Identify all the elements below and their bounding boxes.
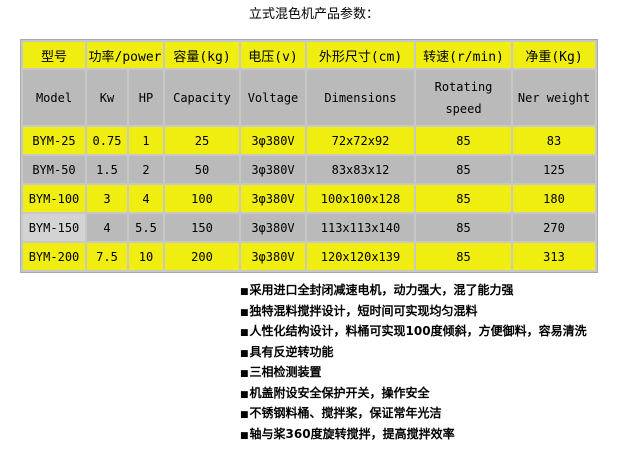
bullet-icon: ■ (240, 430, 249, 441)
header-row-en: Model Kw HP Capacity Voltage Dimensions … (23, 70, 595, 125)
feature-item: ■轴与桨360度旋转搅拌，提高搅拌效率 (240, 424, 587, 445)
bullet-icon: ■ (240, 369, 249, 379)
header-cell: Kw (87, 70, 127, 125)
table-cell: 85 (416, 214, 511, 241)
header-cell: HP (129, 70, 163, 125)
table-cell: 113x113x140 (307, 214, 414, 241)
table-cell: 4 (87, 214, 127, 241)
bullet-icon: ■ (240, 328, 249, 338)
table-cell: 85 (416, 156, 511, 183)
table-cell: 7.5 (87, 243, 127, 270)
feature-text: 三相检测装置 (249, 365, 322, 379)
feature-text: 机盖附设安全保护开关，操作安全 (249, 385, 430, 400)
table-row: BYM-200 7.5 10 200 3φ380V 120x120x139 85 313 (23, 243, 595, 270)
spec-table: 型号 功率/power 容量(kg) 电压(v) 外形尺寸(cm) 转速(r/m… (20, 39, 598, 273)
table-cell: 85 (416, 243, 511, 270)
table-cell: 180 (513, 185, 595, 212)
header-cell: 转速(r/min) (416, 42, 511, 68)
bullet-icon: ■ (240, 287, 249, 297)
bullet-icon: ■ (240, 307, 249, 318)
header-cell: 电压(v) (241, 42, 305, 68)
table-cell: 3φ380V (241, 127, 305, 154)
table-cell: BYM-50 (23, 156, 85, 183)
feature-list: ■采用进口全封闭减速电机，动力强大，混了能力强 ■独特混料搅拌设计，短时间可实现均… (240, 280, 587, 444)
header-cell: 外形尺寸(cm) (307, 42, 414, 68)
feature-text: 采用进口全封闭减速电机，动力强大，混了能力强 (249, 283, 514, 297)
feature-item: ■人性化结构设计，料桶可实现100度倾斜，方便御料，容易清洗 (240, 321, 587, 342)
header-cell: Ner weight (513, 70, 595, 125)
table-cell: 5.5 (129, 214, 163, 241)
table-row: BYM-50 1.5 2 50 3φ380V 83x83x12 85 125 (23, 156, 595, 183)
table-cell: 3φ380V (241, 156, 305, 183)
feature-item: ■不锈钢料桶、搅拌桨，保证常年光洁 (240, 403, 587, 424)
table-cell: 50 (165, 156, 239, 183)
table-cell: 125 (513, 156, 595, 183)
page-title: 立式混色机产品参数： (248, 7, 379, 22)
table-cell: 0.75 (87, 127, 127, 154)
table-cell: 25 (165, 127, 239, 154)
header-cell: Voltage (241, 70, 305, 125)
header-cell: Model (23, 70, 85, 125)
table-cell: 85 (416, 127, 511, 154)
table-cell: 3φ380V (241, 243, 305, 270)
table-cell: 1 (129, 127, 163, 154)
feature-text: 轴与桨360度旋转搅拌，提高搅拌效率 (249, 426, 455, 441)
table-cell: 3 (87, 185, 127, 212)
feature-text: 人性化结构设计，料桶可实现100度倾斜，方便御料，容易清洗 (249, 324, 587, 338)
header-cell: 功率/power (87, 42, 163, 68)
feature-item: ■三相检测装置 (240, 362, 587, 383)
table-cell: 100x100x128 (307, 185, 414, 212)
table-cell: BYM-25 (23, 127, 85, 154)
bullet-icon: ■ (240, 348, 249, 359)
feature-item: ■具有反逆转功能 (240, 342, 587, 363)
header-cell: 型号 (23, 42, 85, 68)
header-cell: Rotating speed (416, 70, 511, 125)
table-cell: BYM-100 (23, 185, 85, 212)
table-row: BYM-100 3 4 100 3φ380V 100x100x128 85 180 (23, 185, 595, 212)
table-cell: BYM-150 (23, 214, 85, 241)
table-cell: 3φ380V (241, 214, 305, 241)
table-cell: 200 (165, 243, 239, 270)
header-cell: 净重(Kg) (513, 42, 595, 68)
table-cell: 3φ380V (241, 185, 305, 212)
table-row: BYM-150 4 5.5 150 3φ380V 113x113x140 85 270 (23, 214, 595, 241)
header-cell: Dimensions (307, 70, 414, 125)
table-row: BYM-25 0.75 1 25 3φ380V 72x72x92 85 83 (23, 127, 595, 154)
table-cell: 270 (513, 214, 595, 241)
feature-item: ■独特混料搅拌设计，短时间可实现均匀混料 (240, 301, 587, 322)
table-cell: 100 (165, 185, 239, 212)
header-cell: Capacity (165, 70, 239, 125)
bullet-icon: ■ (240, 410, 249, 420)
header-row-cn: 型号 功率/power 容量(kg) 电压(v) 外形尺寸(cm) 转速(r/m… (23, 42, 595, 68)
table-cell: 83x83x12 (307, 156, 414, 183)
feature-item: ■机盖附设安全保护开关，操作安全 (240, 383, 587, 404)
feature-text: 不锈钢料桶、搅拌桨，保证常年光洁 (249, 406, 442, 420)
table-cell: 313 (513, 243, 595, 270)
feature-item: ■采用进口全封闭减速电机，动力强大，混了能力强 (240, 280, 587, 301)
table-cell: 83 (513, 127, 595, 154)
table-cell: 10 (129, 243, 163, 270)
table-cell: 150 (165, 214, 239, 241)
table-cell: 4 (129, 185, 163, 212)
table-cell: 85 (416, 185, 511, 212)
table-cell: 2 (129, 156, 163, 183)
table-cell: 72x72x92 (307, 127, 414, 154)
header-cell: 容量(kg) (165, 42, 239, 68)
feature-text: 具有反逆转功能 (249, 344, 334, 359)
bullet-icon: ■ (240, 389, 249, 400)
table-cell: 1.5 (87, 156, 127, 183)
table-cell: BYM-200 (23, 243, 85, 270)
table-cell: 120x120x139 (307, 243, 414, 270)
feature-text: 独特混料搅拌设计，短时间可实现均匀混料 (249, 303, 478, 318)
